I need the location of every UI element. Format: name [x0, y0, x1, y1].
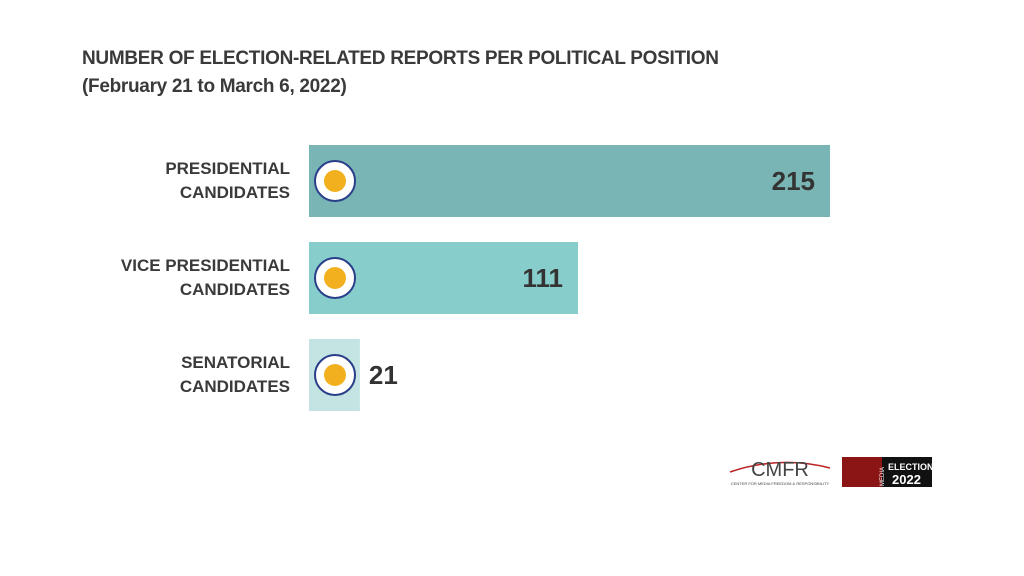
seal-inner — [324, 170, 346, 192]
logo-red — [842, 457, 882, 487]
value-label: 21 — [369, 360, 398, 390]
category-label: VICE PRESIDENTIAL CANDIDATES — [120, 256, 290, 299]
logo-swoosh — [729, 461, 831, 473]
value-label: 215 — [772, 166, 815, 196]
logo-text: CMFR — [751, 459, 809, 481]
bar — [309, 145, 830, 217]
category-label: PRESIDENTIAL CANDIDATES — [165, 159, 290, 202]
logo-subtext: CENTER FOR MEDIA FREEDOM & RESPONSIBILIT… — [731, 481, 830, 486]
category-label: SENATORIAL CANDIDATES — [179, 353, 290, 396]
value-label: 111 — [522, 263, 563, 293]
chart-subtitle: (February 21 to March 6, 2022) — [82, 76, 347, 97]
seal-inner — [324, 267, 346, 289]
chart-title: NUMBER OF ELECTION-RELATED REPORTS PER P… — [82, 48, 719, 69]
elections-logo: ELECTIONS 2022 MEDIA — [842, 457, 940, 487]
cmfr-logo: CMFR CENTER FOR MEDIA FREEDOM & RESPONSI… — [729, 459, 831, 486]
logo-text: ELECTIONS — [888, 462, 940, 472]
logo-text: MEDIA — [880, 467, 886, 486]
seal-inner — [324, 364, 346, 386]
logo-text: 2022 — [892, 472, 921, 487]
